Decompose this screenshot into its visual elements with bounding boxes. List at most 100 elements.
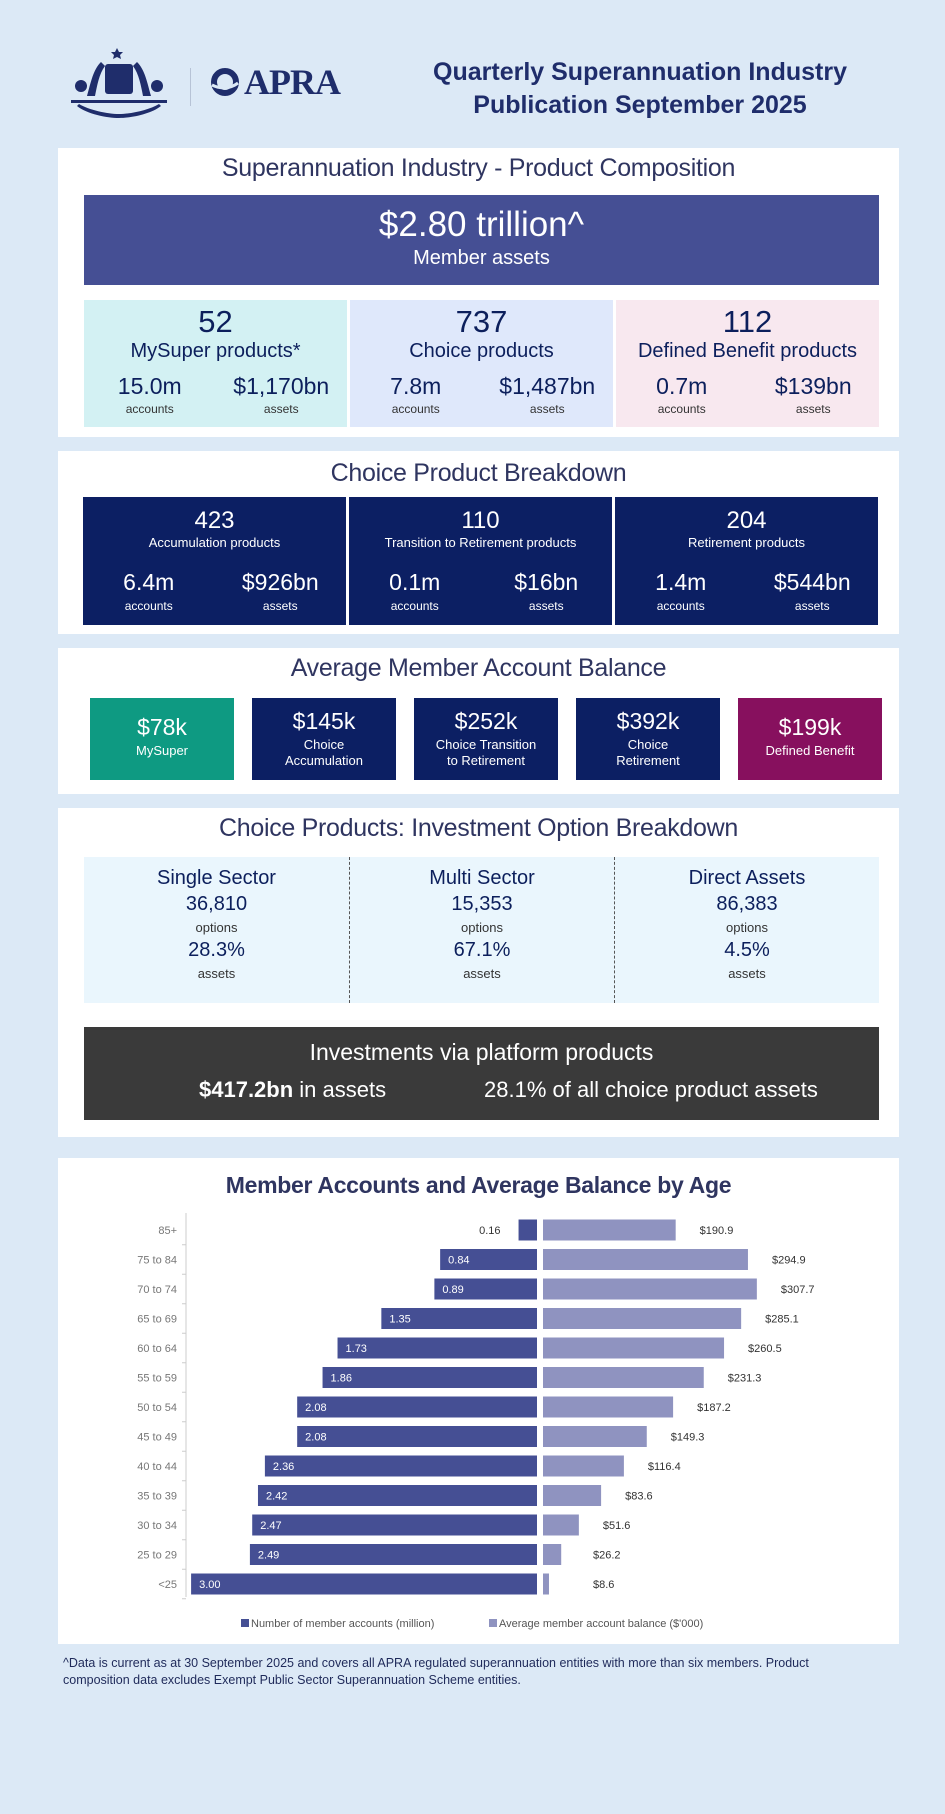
category-label: 25 to 29 (137, 1550, 177, 1562)
assets-value: $544bn (773, 569, 851, 595)
member-assets-label: Member assets (413, 247, 550, 269)
choice-breakdown-card: Choice Product Breakdown 423 Accumulatio… (58, 451, 899, 634)
accounts-bar (322, 1367, 537, 1388)
option-count: 15,353 (451, 893, 513, 915)
section-title: Average Member Account Balance (290, 654, 667, 682)
category-label: <25 (158, 1579, 177, 1591)
option-share: 28.3% (188, 939, 245, 961)
balance-label: $8.6 (593, 1579, 614, 1591)
accounts-label: accounts (657, 402, 706, 416)
balance-box: $252k Choice Transition to Retirement (414, 698, 558, 780)
section-title: Choice Products: Investment Option Break… (218, 814, 738, 842)
accounts-label: 1.86 (331, 1373, 352, 1385)
balance-label: Choice (303, 737, 345, 752)
accounts-label: 1.73 (346, 1343, 367, 1355)
balance-bar (543, 1278, 757, 1300)
accounts-label: 0.84 (448, 1255, 469, 1267)
platform-assets-suffix: in assets (293, 1077, 387, 1102)
accounts-label: 2.36 (273, 1461, 294, 1473)
accounts-bar (252, 1514, 538, 1536)
product-box: 112 Defined Benefit products 0.7m accoun… (616, 300, 879, 427)
category-label: 45 to 49 (137, 1432, 177, 1444)
page-title-line1: Quarterly Superannuation Industry (433, 58, 847, 86)
balance-label: MySuper (135, 743, 189, 758)
platform-assets: $417.2bn in assets (199, 1077, 386, 1103)
accounts-value: 6.4m (123, 569, 175, 595)
page-title: Quarterly Superannuation Industry Public… (400, 56, 880, 122)
investment-options-card: Choice Products: Investment Option Break… (58, 808, 899, 1137)
balance-bar (543, 1485, 602, 1506)
accounts-bar (297, 1396, 537, 1418)
category-label: 75 to 84 (137, 1255, 177, 1267)
option-share-label: assets (197, 966, 236, 981)
product-label: MySuper products* (130, 340, 301, 362)
balance-box: $392k Choice Retirement (576, 698, 720, 780)
category-label: 65 to 69 (137, 1314, 177, 1326)
page-title-line2: Publication September 2025 (473, 91, 807, 119)
category-label: 55 to 59 (137, 1373, 177, 1385)
accounts-bar (191, 1573, 537, 1595)
option-count-label: options (726, 920, 768, 935)
option-count-label: options (461, 920, 503, 935)
accounts-bar (249, 1544, 537, 1565)
balance-label: $260.5 (748, 1343, 782, 1355)
balance-bar (543, 1455, 624, 1477)
balance-bar (543, 1249, 748, 1270)
option-name: Direct Assets (688, 867, 806, 889)
assets-value: $16bn (514, 569, 579, 595)
balance-value: $199k (778, 714, 842, 740)
balance-label: $190.9 (700, 1225, 734, 1237)
section-title: Superannuation Industry - Product Compos… (221, 154, 736, 182)
category-label: 40 to 44 (137, 1461, 177, 1473)
balance-label: $285.1 (765, 1314, 799, 1326)
accounts-value: 15.0m (117, 373, 182, 399)
balance-label-2: Accumulation (284, 753, 364, 768)
accounts-label: 2.42 (266, 1491, 287, 1503)
product-label: Defined Benefit products (637, 340, 858, 362)
apra-logo-text: APRA (244, 62, 341, 102)
member-assets-value: $2.80 trillion^ (378, 205, 585, 244)
balance-bar (543, 1337, 725, 1359)
option-count: 86,383 (716, 893, 778, 915)
footnote: ^Data is current as at 30 September 2025… (63, 1655, 913, 1689)
assets-value: $139bn (774, 373, 852, 399)
assets-label: assets (795, 402, 831, 416)
balance-bar (543, 1426, 647, 1447)
accounts-bar (518, 1219, 537, 1241)
choice-label: Retirement products (687, 535, 806, 550)
accounts-bar (264, 1455, 537, 1477)
choice-label: Transition to Retirement products (384, 535, 577, 550)
accounts-label: 2.08 (305, 1432, 326, 1444)
balance-bar (543, 1573, 549, 1595)
balance-label: Choice (627, 737, 669, 752)
option-column: Direct Assets 86,383 options 4.5% assets (614, 857, 879, 1003)
choice-product-box: 204 Retirement products 1.4m accounts $5… (615, 497, 878, 625)
assets-label: assets (262, 599, 298, 613)
accounts-bar (297, 1426, 537, 1447)
accounts-bar (434, 1278, 537, 1300)
platform-share: 28.1% of all choice product assets (484, 1077, 818, 1102)
assets-label: assets (529, 402, 565, 416)
option-count: 36,810 (185, 893, 248, 915)
accounts-value: 7.8m (390, 373, 442, 399)
accounts-label: 2.49 (258, 1550, 279, 1562)
product-count: 112 (722, 304, 773, 339)
accounts-bar (381, 1308, 537, 1329)
options-panel (84, 857, 879, 1003)
accounts-bar (440, 1249, 537, 1270)
footnote-line2: composition data excludes Exempt Public … (63, 1673, 521, 1687)
balance-bar (543, 1514, 579, 1536)
assets-value: $1,170bn (233, 373, 330, 399)
accounts-label: accounts (124, 599, 173, 613)
product-count: 737 (455, 304, 508, 339)
accounts-label: 0.89 (442, 1284, 463, 1296)
accounts-value: 1.4m (655, 569, 707, 595)
balance-label: $26.2 (593, 1550, 621, 1562)
balance-box: $199k Defined Benefit (738, 698, 882, 780)
product-composition-card: Superannuation Industry - Product Compos… (58, 148, 899, 437)
option-name: Multi Sector (429, 867, 535, 889)
product-box: 52 MySuper products* 15.0m accounts $1,1… (84, 300, 347, 427)
option-column: Single Sector 36,810 options 28.3% asset… (84, 857, 349, 1003)
balance-label: $231.3 (728, 1373, 762, 1385)
